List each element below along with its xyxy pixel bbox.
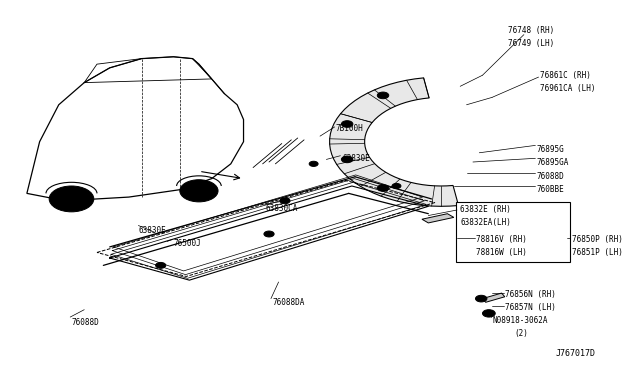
Polygon shape xyxy=(422,214,454,223)
Circle shape xyxy=(159,264,163,267)
Circle shape xyxy=(345,123,349,125)
Text: 63830E: 63830E xyxy=(138,226,166,235)
Circle shape xyxy=(378,92,388,99)
Circle shape xyxy=(312,163,316,165)
Text: 76961CA (LH): 76961CA (LH) xyxy=(540,84,595,93)
Text: 76088D: 76088D xyxy=(72,318,99,327)
Circle shape xyxy=(189,185,209,196)
Text: 63832EA(LH): 63832EA(LH) xyxy=(460,218,511,227)
Circle shape xyxy=(49,186,94,212)
Text: 78816V (RH): 78816V (RH) xyxy=(476,235,527,244)
Circle shape xyxy=(309,161,318,166)
Text: 76895GA: 76895GA xyxy=(537,157,569,167)
Circle shape xyxy=(395,185,398,187)
Text: 76861C (RH): 76861C (RH) xyxy=(540,71,591,80)
Circle shape xyxy=(341,121,353,127)
Text: 76851P (LH): 76851P (LH) xyxy=(572,248,623,257)
Circle shape xyxy=(180,180,218,202)
Circle shape xyxy=(476,295,487,302)
FancyBboxPatch shape xyxy=(456,202,570,262)
Circle shape xyxy=(264,231,274,237)
Circle shape xyxy=(378,185,388,191)
Circle shape xyxy=(280,198,290,204)
Text: J767017D: J767017D xyxy=(556,350,596,359)
Text: (2): (2) xyxy=(515,329,528,338)
Text: 76088D: 76088D xyxy=(537,172,564,181)
Text: N08918-3062A: N08918-3062A xyxy=(492,316,548,325)
Circle shape xyxy=(479,297,483,300)
Text: 63830CA: 63830CA xyxy=(266,203,298,213)
Text: 76749 (LH): 76749 (LH) xyxy=(508,39,554,48)
Text: 76088DA: 76088DA xyxy=(272,298,305,307)
Circle shape xyxy=(283,200,287,202)
Text: 76857N (LH): 76857N (LH) xyxy=(505,303,556,312)
Circle shape xyxy=(60,192,83,206)
Circle shape xyxy=(341,156,353,163)
Text: 760BBE: 760BBE xyxy=(537,185,564,194)
Text: 7B100H: 7B100H xyxy=(336,124,364,133)
Text: 78816W (LH): 78816W (LH) xyxy=(476,248,527,257)
Circle shape xyxy=(486,311,492,315)
Circle shape xyxy=(345,158,349,161)
Text: 76500J: 76500J xyxy=(173,239,201,248)
Circle shape xyxy=(381,94,385,97)
Circle shape xyxy=(483,310,495,317)
Circle shape xyxy=(267,233,271,235)
Circle shape xyxy=(392,183,401,189)
Text: 63832E (RH): 63832E (RH) xyxy=(460,205,511,215)
Text: 76748 (RH): 76748 (RH) xyxy=(508,26,554,35)
Circle shape xyxy=(156,262,166,268)
Text: 76856N (RH): 76856N (RH) xyxy=(505,291,556,299)
Text: 76850P (RH): 76850P (RH) xyxy=(572,235,623,244)
Text: 76895G: 76895G xyxy=(537,145,564,154)
Polygon shape xyxy=(483,293,505,302)
Polygon shape xyxy=(27,57,244,201)
Polygon shape xyxy=(330,78,458,206)
Text: 63830E: 63830E xyxy=(342,154,370,163)
Circle shape xyxy=(381,187,385,189)
